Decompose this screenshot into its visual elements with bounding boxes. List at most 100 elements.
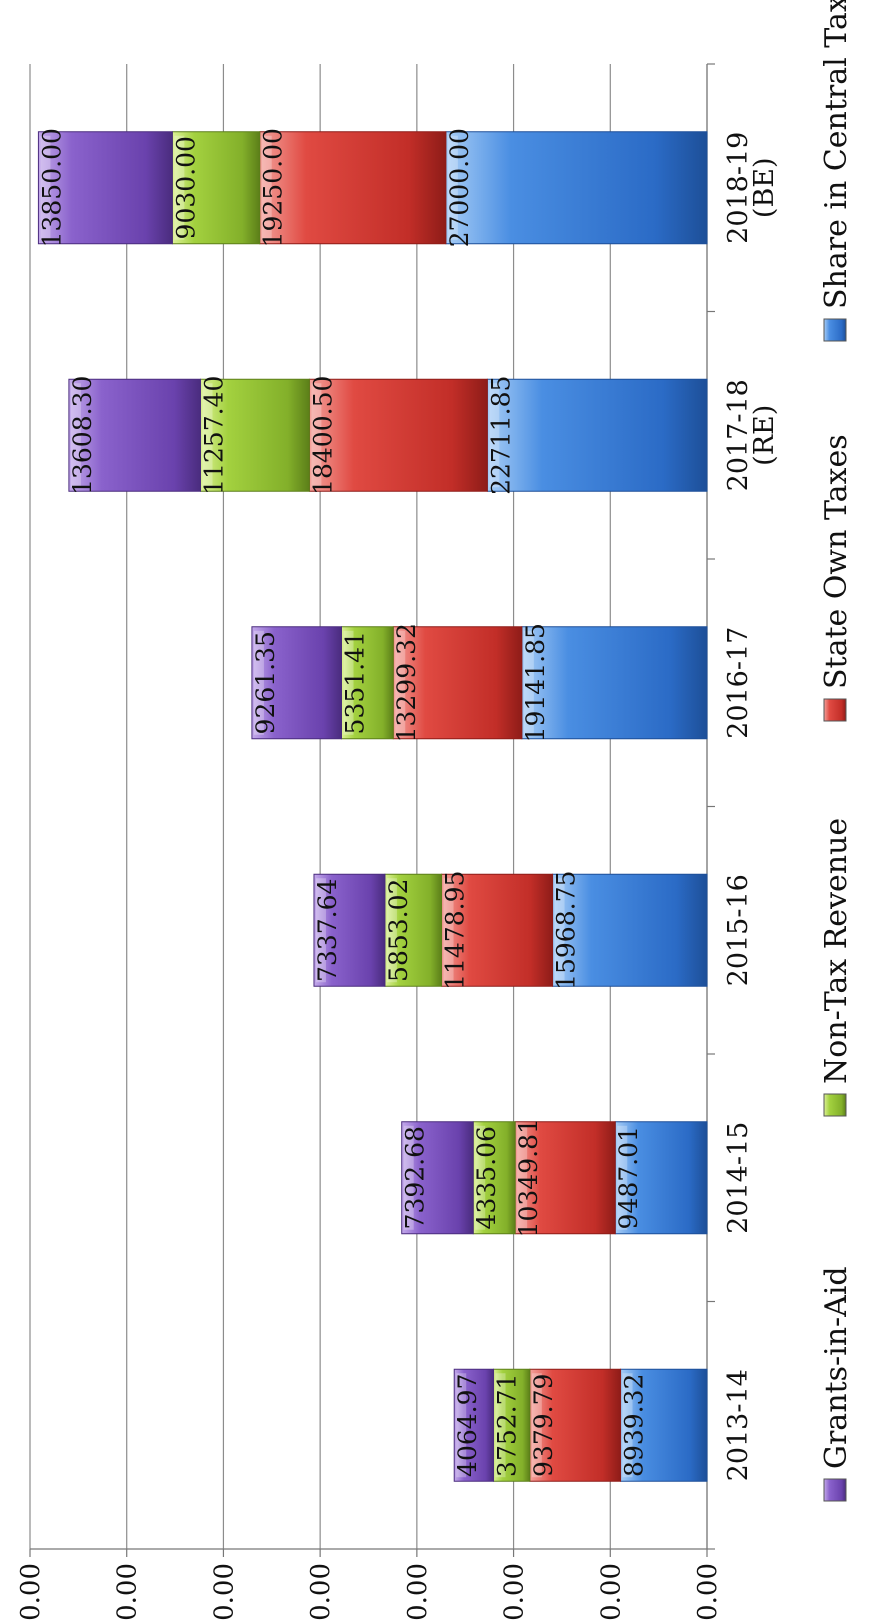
legend-item: State Own Taxes <box>819 434 854 722</box>
bar-segment-bevel <box>40 135 51 240</box>
x-category-label-line: (BE) <box>749 157 780 218</box>
bar-segment-bevel <box>261 135 272 240</box>
bar-segment-body <box>445 131 708 245</box>
bar-segment-bevel <box>174 135 185 240</box>
bar-segment-bevel <box>622 1373 633 1478</box>
bar-segment-bevel <box>443 878 454 983</box>
x-category-label: 2018-19(BE) <box>723 132 780 244</box>
x-category-label: 2013-14 <box>723 1369 754 1481</box>
data-label: 11257.40 <box>200 376 229 495</box>
bar-segment <box>441 873 554 987</box>
legend-swatch <box>823 698 847 722</box>
bar-segment <box>614 1121 708 1235</box>
bar-segment-bevel <box>315 878 326 983</box>
data-label: 18400.50 <box>308 376 337 495</box>
x-category-label: 2016-17 <box>723 627 754 739</box>
x-category-label-line: 2015-16 <box>723 874 754 986</box>
x-category-label-line: 2016-17 <box>723 627 754 739</box>
data-label: 8939.32 <box>620 1374 649 1477</box>
bar-segment-bevel <box>475 1125 486 1230</box>
bar-segment <box>392 626 523 740</box>
data-label: 5853.02 <box>384 879 413 982</box>
bar-segment <box>384 873 443 987</box>
legend-label: State Own Taxes <box>819 434 854 689</box>
legend-swatch <box>823 318 847 342</box>
x-category-label: 2017-18(RE) <box>723 379 780 491</box>
legend-label: Non-Tax Revenue <box>819 818 854 1084</box>
bar-segment <box>37 131 173 245</box>
bar-segment-bevel <box>253 630 264 735</box>
x-category-label-line: 2013-14 <box>723 1369 754 1481</box>
data-label: 9379.79 <box>529 1374 558 1477</box>
bar-segment-bevel <box>517 1125 528 1230</box>
bar-segment-bevel <box>495 1373 506 1478</box>
data-label: 4335.06 <box>472 1126 501 1229</box>
data-label: 13608.30 <box>68 376 97 495</box>
x-category-label-line: 2017-18 <box>723 379 754 491</box>
bar-segment-bevel <box>617 1125 628 1230</box>
data-label: 4064.97 <box>453 1374 482 1477</box>
bar-segment <box>445 131 708 245</box>
y-tick-label: 70000.00 <box>16 1563 46 1621</box>
bar-segment <box>259 131 447 245</box>
gridlines <box>29 64 708 1549</box>
bar-segment-bevel <box>395 630 406 735</box>
data-label: 27000.00 <box>445 128 474 247</box>
legend-swatch <box>823 1478 847 1502</box>
y-tick-label: 10000.00 <box>596 1563 626 1621</box>
axes: 0.00 10000.00 20000.00 30000.00 40000.00 5000… <box>16 63 780 1621</box>
bar-segment-bevel <box>531 1373 542 1478</box>
bar-segment-bevel <box>403 1125 414 1230</box>
y-tick-label: 0.00 <box>693 1563 723 1621</box>
data-label: 19141.85 <box>521 623 550 742</box>
legend-item: Non-Tax Revenue <box>819 818 854 1117</box>
bar-segment-body <box>486 378 708 492</box>
data-label: 7337.64 <box>313 879 342 982</box>
bar-segment-body <box>453 1368 495 1482</box>
bar-segment-bevel <box>202 383 213 488</box>
data-label: 9030.00 <box>171 136 200 239</box>
y-tick-label: 30000.00 <box>403 1563 433 1621</box>
y-tick-label: 20000.00 <box>500 1563 530 1621</box>
data-label: 3752.71 <box>493 1374 522 1477</box>
y-tick-label: 60000.00 <box>113 1563 143 1621</box>
bar-segment <box>552 873 708 987</box>
x-category-label-line: 2014-15 <box>723 1122 754 1234</box>
x-category-label: 2014-15 <box>723 1122 754 1234</box>
legend-item: Share in Central Taxes <box>819 0 854 342</box>
data-label: 15968.75 <box>552 871 581 990</box>
bar-segment <box>529 1368 622 1482</box>
bar-segment <box>313 873 386 987</box>
data-label: 22711.85 <box>486 376 515 495</box>
data-label: 9487.01 <box>614 1126 643 1229</box>
bar-segment-bevel <box>456 1373 467 1478</box>
bar-segment-body <box>37 131 173 245</box>
bar-segment-bevel <box>343 630 354 735</box>
bar-segment-bevel <box>311 383 322 488</box>
data-label: 13299.32 <box>392 623 421 742</box>
bar-segment-body <box>68 378 202 492</box>
bar-segment <box>493 1368 531 1482</box>
y-tick-label: 50000.00 <box>209 1563 239 1621</box>
y-tick-label: 40000.00 <box>306 1563 336 1621</box>
bar-segment <box>453 1368 495 1482</box>
x-category-label-line: 2018-19 <box>723 132 754 244</box>
x-category-label: 2015-16 <box>723 874 754 986</box>
bar-segment-bevel <box>386 878 397 983</box>
bar-segment <box>514 1121 616 1235</box>
bar-segment-bevel <box>70 383 81 488</box>
legend: Grants-in-Aid Non-Tax Revenue State Own Ta… <box>819 0 854 1502</box>
bar-segment <box>251 626 342 740</box>
legend-label: Grants-in-Aid <box>819 1266 854 1469</box>
data-label: 5351.41 <box>340 631 369 734</box>
data-label: 7392.68 <box>401 1126 430 1229</box>
bar-segment-body <box>401 1121 474 1235</box>
data-label: 11478.95 <box>441 871 470 990</box>
bar-segment-bevel <box>554 878 565 983</box>
data-label: 19250.00 <box>259 128 288 247</box>
data-label: 13850.00 <box>37 128 66 247</box>
bar-segment-bevel <box>447 135 458 240</box>
bar-segment <box>401 1121 474 1235</box>
legend-swatch <box>823 1093 847 1117</box>
